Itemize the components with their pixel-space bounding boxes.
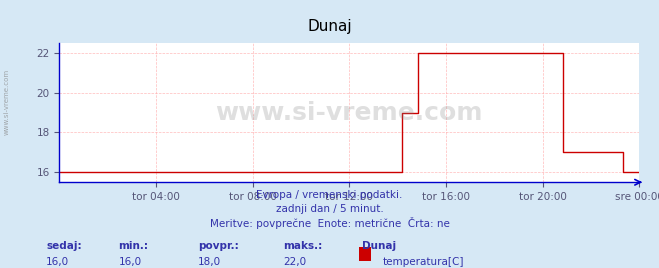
Text: Dunaj: Dunaj <box>307 19 352 34</box>
Text: www.si-vreme.com: www.si-vreme.com <box>3 69 10 135</box>
Text: sedaj:: sedaj: <box>46 241 82 251</box>
Text: maks.:: maks.: <box>283 241 323 251</box>
Text: temperatura[C]: temperatura[C] <box>382 257 464 267</box>
Text: min.:: min.: <box>119 241 149 251</box>
Text: Evropa / vremenski podatki.: Evropa / vremenski podatki. <box>256 190 403 200</box>
Text: www.si-vreme.com: www.si-vreme.com <box>215 100 483 125</box>
Text: 16,0: 16,0 <box>119 257 142 267</box>
Text: Meritve: povprečne  Enote: metrične  Črta: ne: Meritve: povprečne Enote: metrične Črta:… <box>210 217 449 229</box>
Text: Dunaj: Dunaj <box>362 241 397 251</box>
Text: 18,0: 18,0 <box>198 257 221 267</box>
Text: zadnji dan / 5 minut.: zadnji dan / 5 minut. <box>275 204 384 214</box>
Text: 22,0: 22,0 <box>283 257 306 267</box>
Text: 16,0: 16,0 <box>46 257 69 267</box>
Text: povpr.:: povpr.: <box>198 241 239 251</box>
